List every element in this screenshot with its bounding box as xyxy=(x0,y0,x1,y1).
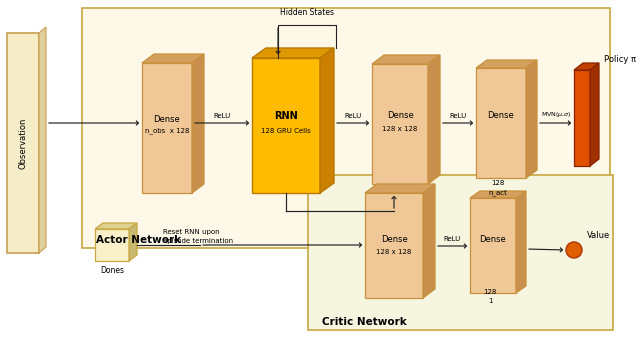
Text: 1: 1 xyxy=(488,298,492,304)
Polygon shape xyxy=(372,55,440,64)
Polygon shape xyxy=(365,184,435,193)
Text: 128: 128 xyxy=(492,180,505,186)
FancyBboxPatch shape xyxy=(82,8,610,248)
FancyBboxPatch shape xyxy=(308,175,613,330)
Polygon shape xyxy=(526,60,537,178)
Text: ReLU: ReLU xyxy=(444,236,461,242)
Polygon shape xyxy=(476,60,537,68)
Text: Actor Network: Actor Network xyxy=(96,235,181,245)
Text: Dense: Dense xyxy=(381,235,408,243)
Polygon shape xyxy=(142,54,204,63)
Polygon shape xyxy=(95,229,129,261)
Polygon shape xyxy=(470,198,516,293)
Text: Dense: Dense xyxy=(479,235,506,243)
Polygon shape xyxy=(320,48,334,193)
Text: Reset RNN upon: Reset RNN upon xyxy=(163,229,220,235)
Polygon shape xyxy=(470,191,526,198)
Text: n_act: n_act xyxy=(488,189,508,196)
Polygon shape xyxy=(142,63,192,193)
Text: Critic Network: Critic Network xyxy=(322,317,407,327)
Polygon shape xyxy=(516,191,526,293)
Text: 128 GRU Cells: 128 GRU Cells xyxy=(261,128,311,134)
Polygon shape xyxy=(252,48,334,58)
Text: 128 x 128: 128 x 128 xyxy=(382,126,418,132)
Text: Policy π: Policy π xyxy=(604,55,636,63)
Text: 128 x 128: 128 x 128 xyxy=(376,249,412,255)
Polygon shape xyxy=(365,193,423,298)
Polygon shape xyxy=(476,68,526,178)
Polygon shape xyxy=(192,54,204,193)
Text: Observation: Observation xyxy=(19,117,28,169)
Polygon shape xyxy=(372,64,428,184)
Text: Dense: Dense xyxy=(488,112,515,120)
Polygon shape xyxy=(574,63,599,70)
Text: 128: 128 xyxy=(483,289,497,295)
Text: ReLU: ReLU xyxy=(344,113,362,119)
Polygon shape xyxy=(574,70,590,166)
Polygon shape xyxy=(39,27,46,253)
Text: ReLU: ReLU xyxy=(213,113,230,119)
Text: Dones: Dones xyxy=(100,266,124,275)
Polygon shape xyxy=(129,223,137,261)
Text: Value: Value xyxy=(587,231,611,239)
Text: n_obs  x 128: n_obs x 128 xyxy=(145,128,189,134)
Text: RNN: RNN xyxy=(274,111,298,121)
Text: Hidden States: Hidden States xyxy=(280,8,334,17)
Text: MVN($\mu$,$\sigma$): MVN($\mu$,$\sigma$) xyxy=(541,110,572,119)
Text: episode termination: episode termination xyxy=(163,238,233,244)
Text: ReLU: ReLU xyxy=(449,113,467,119)
Text: Dense: Dense xyxy=(154,115,180,123)
Polygon shape xyxy=(423,184,435,298)
Polygon shape xyxy=(95,223,137,229)
FancyBboxPatch shape xyxy=(7,33,39,253)
Polygon shape xyxy=(590,63,599,166)
Circle shape xyxy=(566,242,582,258)
Polygon shape xyxy=(428,55,440,184)
Text: Dense: Dense xyxy=(387,112,413,120)
Polygon shape xyxy=(252,58,320,193)
